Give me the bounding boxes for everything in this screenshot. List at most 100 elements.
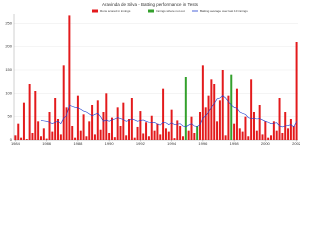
y-tick-label: 250	[5, 20, 12, 25]
page: Aravinda de Silva - Batting performance …	[5, 2, 300, 147]
bar	[292, 126, 295, 140]
bar	[85, 136, 88, 140]
y-tick-label: 100	[5, 90, 12, 95]
bar	[227, 95, 230, 140]
chart: Aravinda de Silva - Batting performance …	[5, 2, 300, 147]
y-tick-label: 0	[10, 137, 13, 142]
bar	[170, 109, 173, 140]
bar	[204, 107, 207, 140]
bar	[218, 100, 221, 140]
bar	[201, 65, 204, 140]
bar	[48, 112, 51, 140]
bar	[54, 98, 57, 140]
x-tick-label: 1994	[167, 141, 177, 146]
bar	[179, 126, 182, 140]
bar	[187, 130, 190, 140]
bar	[17, 123, 20, 140]
legend-label: Batting average over last 10 innings	[200, 9, 248, 13]
bar	[91, 105, 94, 140]
bar	[39, 136, 42, 140]
bar	[193, 133, 196, 140]
bar	[116, 107, 119, 140]
legend-swatch	[148, 9, 154, 13]
bar	[255, 130, 258, 140]
bar	[213, 84, 216, 140]
legend-label: Innings where not out	[156, 9, 185, 13]
bar	[110, 117, 113, 140]
bar	[244, 116, 247, 140]
bar	[139, 111, 142, 140]
bar	[99, 129, 102, 140]
bar	[147, 136, 150, 140]
bar	[20, 137, 23, 140]
bar	[108, 133, 111, 140]
average-line	[40, 95, 297, 128]
bar	[62, 65, 65, 140]
x-tick-label: 2000	[261, 141, 271, 146]
bar	[295, 42, 298, 140]
bar	[57, 119, 60, 140]
bar	[210, 79, 213, 140]
bar	[235, 88, 238, 140]
bar	[82, 114, 85, 140]
bar	[65, 107, 68, 140]
bar	[164, 128, 167, 140]
legend-swatch	[92, 9, 98, 13]
bar	[173, 138, 176, 140]
bar	[241, 131, 244, 140]
bar	[190, 116, 193, 140]
x-tick-label: 2002	[292, 141, 300, 146]
bar	[275, 130, 278, 140]
x-tick-label: 1986	[42, 141, 52, 146]
bar	[119, 126, 122, 140]
bar	[196, 126, 199, 140]
bar	[278, 98, 281, 140]
legend-label: Runs scored in innings	[100, 9, 131, 13]
bar	[216, 121, 219, 140]
bar	[142, 133, 145, 140]
bar	[264, 121, 267, 140]
bar	[96, 100, 99, 140]
x-tick-label: 1996	[198, 141, 208, 146]
x-tick-label: 1984	[11, 141, 21, 146]
bar	[287, 128, 290, 140]
bar	[145, 122, 148, 140]
bar	[34, 91, 37, 140]
bar	[199, 112, 202, 140]
bar	[272, 121, 275, 140]
bar	[122, 102, 125, 140]
bar	[37, 121, 40, 140]
bar	[267, 137, 270, 140]
bar	[181, 136, 184, 140]
bar	[270, 135, 273, 140]
bar	[133, 137, 136, 140]
bar	[150, 115, 153, 140]
bar	[76, 95, 79, 140]
y-tick-label: 50	[8, 114, 13, 119]
bar	[261, 134, 264, 140]
bar	[79, 130, 82, 140]
bar	[153, 130, 156, 140]
bar	[93, 134, 96, 140]
bar	[68, 15, 71, 140]
bar	[207, 95, 210, 140]
bar	[74, 137, 77, 140]
bar	[88, 121, 91, 140]
bar	[113, 137, 116, 140]
bar	[102, 112, 105, 140]
y-tick-label: 200	[5, 44, 12, 49]
bar	[238, 128, 241, 140]
bar	[184, 77, 187, 140]
bar	[247, 136, 250, 140]
bar	[59, 134, 62, 140]
bar	[289, 119, 292, 140]
x-tick-label: 1992	[136, 141, 146, 146]
bar	[281, 133, 284, 140]
bar	[25, 139, 28, 140]
bar	[224, 135, 227, 140]
bar	[136, 126, 139, 140]
bar	[125, 135, 128, 140]
bar	[45, 138, 48, 140]
bar	[252, 112, 255, 140]
bar	[14, 135, 17, 140]
